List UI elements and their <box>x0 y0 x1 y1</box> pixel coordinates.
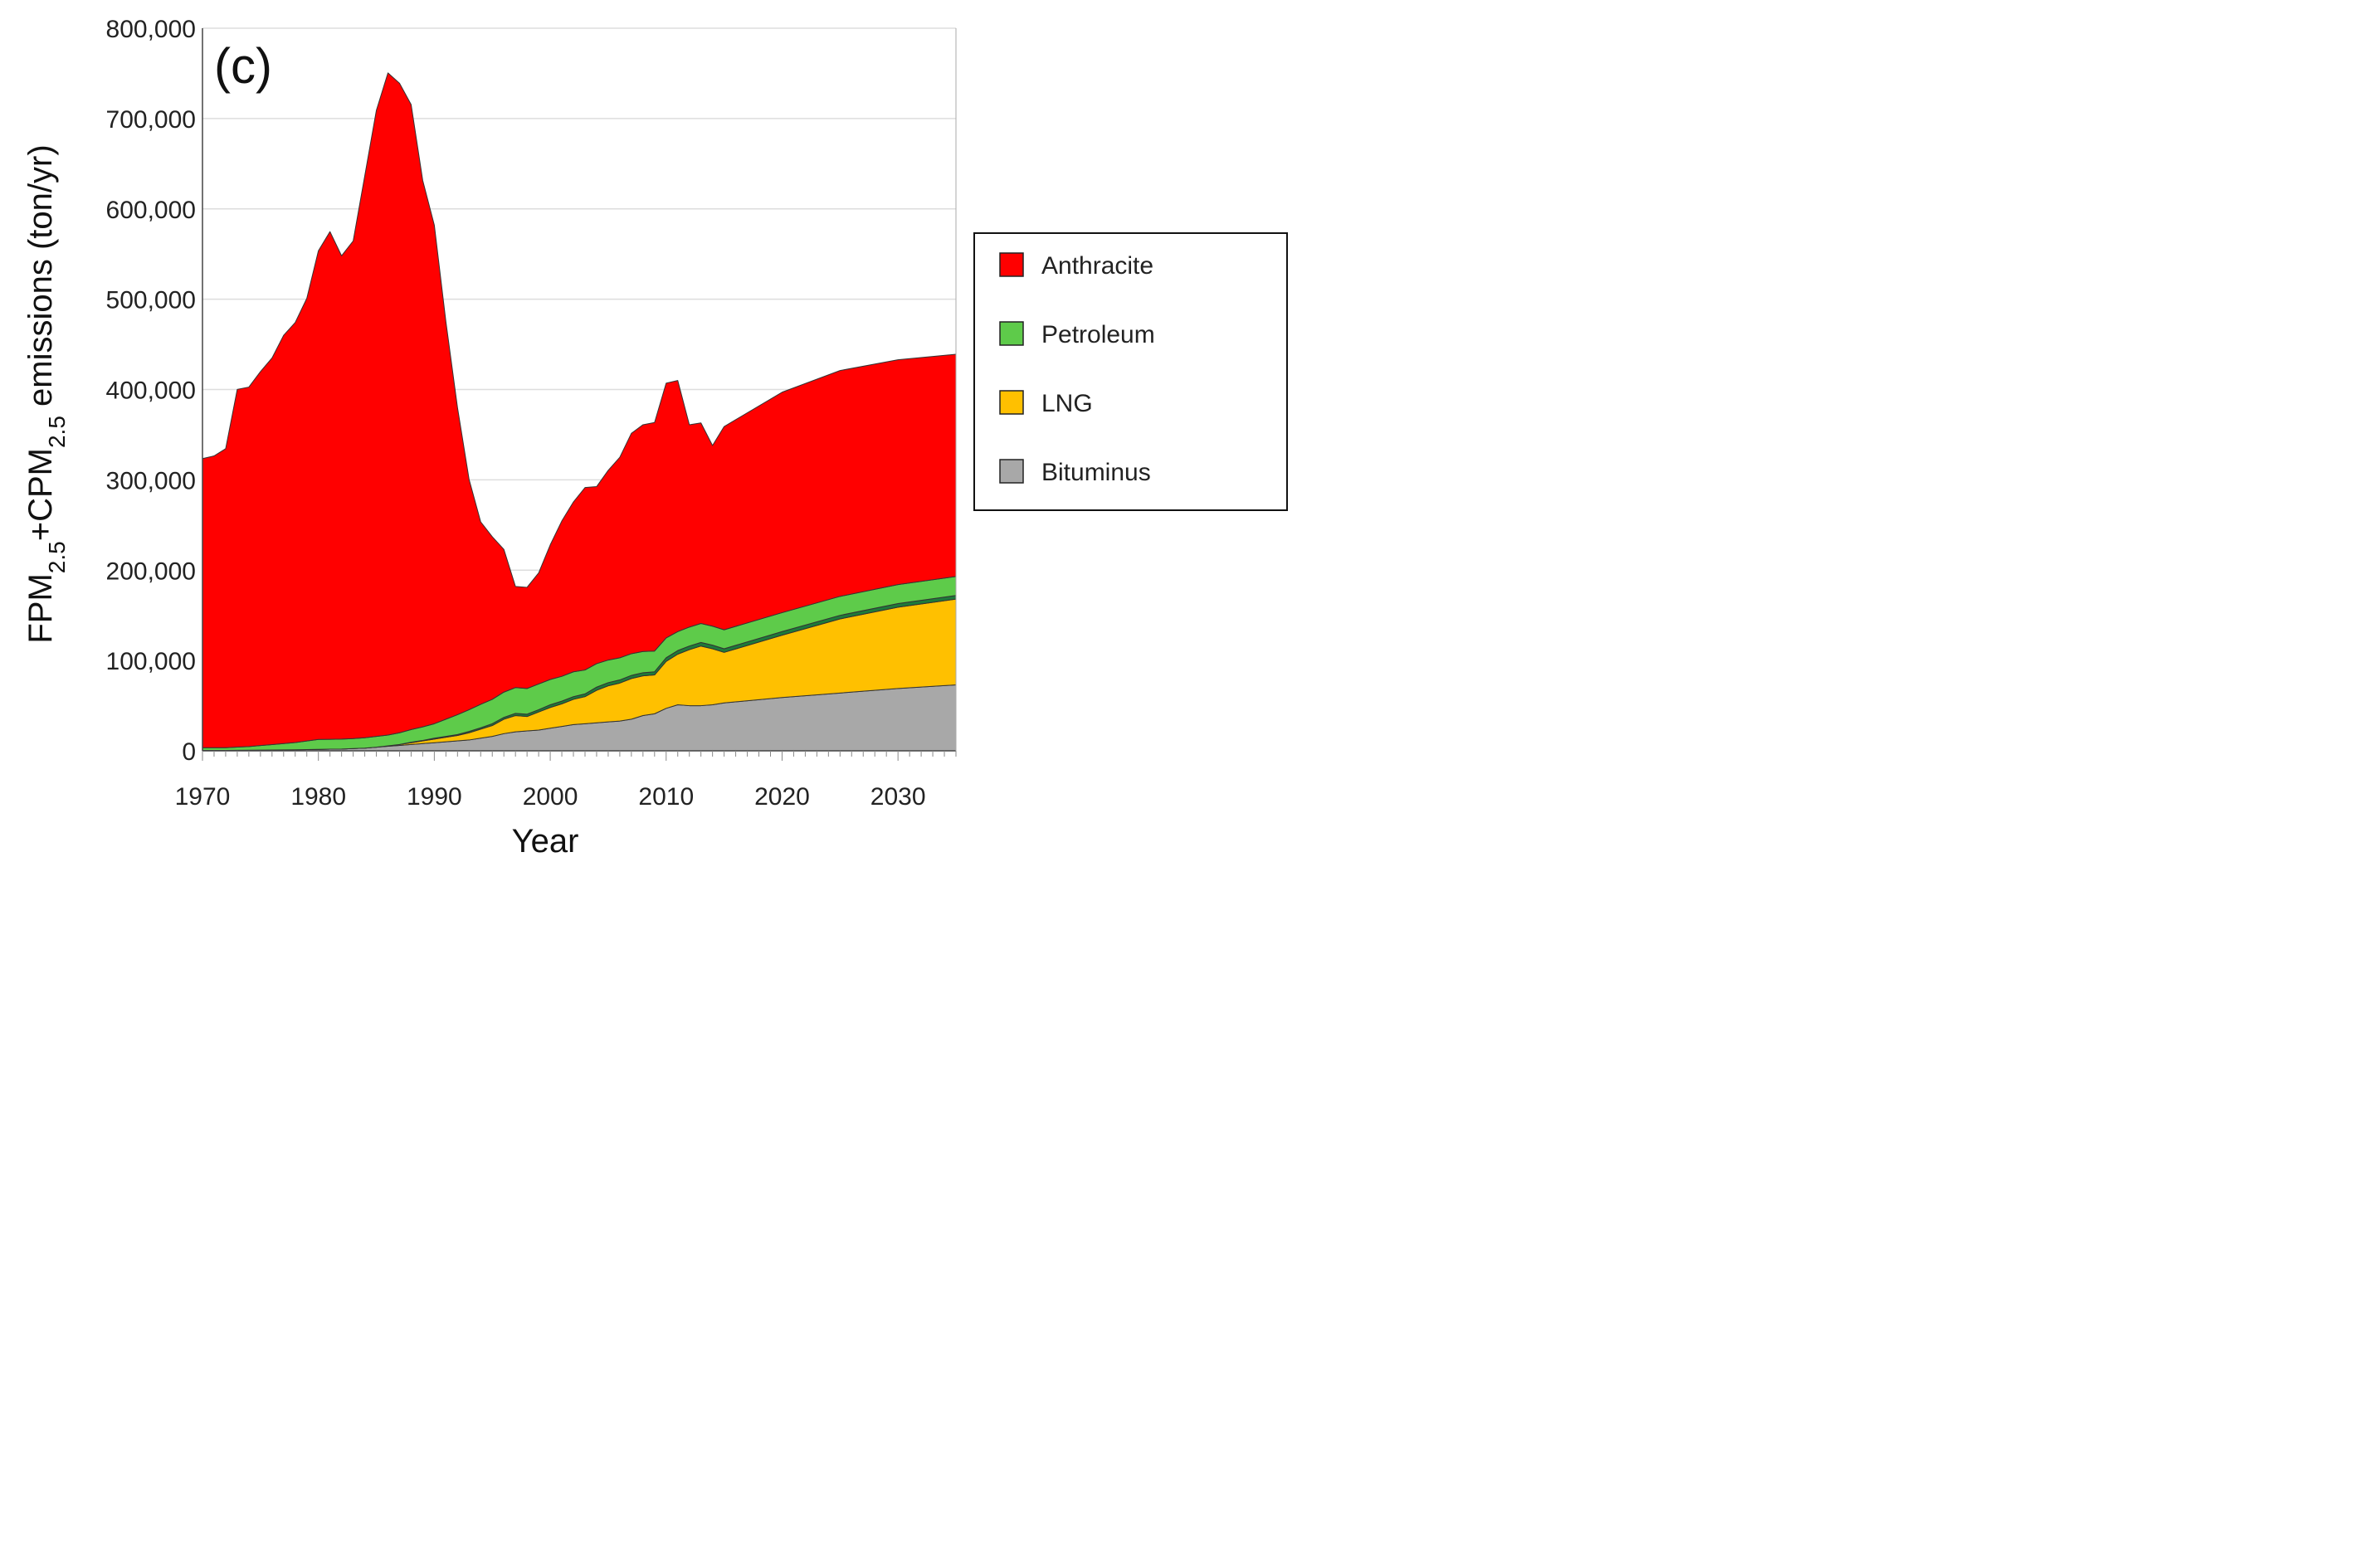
x-tick-label: 1980 <box>290 783 346 811</box>
x-tick-label: 1970 <box>175 783 231 811</box>
x-tick-label: 2020 <box>754 783 810 811</box>
axes: 0 100,000 200,000 300,000 400,000 500,000 600,… <box>106 16 957 811</box>
y-axis-title: FPM2.5+CPM2.5 emissions (ton/yr) <box>22 144 70 643</box>
x-axis-title: Year <box>512 823 579 859</box>
y-tick-label: 200,000 <box>106 558 196 585</box>
legend-label-anthracite: Anthracite <box>1041 252 1153 280</box>
legend-label-lng: LNG <box>1041 390 1093 417</box>
legend-swatch-lng <box>999 390 1024 415</box>
x-tick-label: 2000 <box>523 783 578 811</box>
legend-swatch-petroleum <box>999 321 1024 346</box>
x-tick-label: 1990 <box>407 783 462 811</box>
legend: Anthracite Petroleum LNG Bituminus <box>973 232 1288 511</box>
y-tick-label: 100,000 <box>106 648 196 675</box>
legend-swatch-anthracite <box>999 252 1024 277</box>
y-tick-label: 300,000 <box>106 467 196 494</box>
y-tick-label: 400,000 <box>106 377 196 405</box>
stacked-areas <box>202 72 957 752</box>
panel-label: (c) <box>214 38 272 94</box>
y-tick-label: 600,000 <box>106 197 196 224</box>
y-tick-label: 500,000 <box>106 287 196 314</box>
legend-box <box>973 232 1288 511</box>
x-tick-label: 2010 <box>638 783 694 811</box>
legend-label-bituminus: Bituminus <box>1041 459 1151 486</box>
y-tick-label: 800,000 <box>106 16 196 43</box>
legend-label-petroleum: Petroleum <box>1041 321 1155 348</box>
chart: 0 100,000 200,000 300,000 400,000 500,000 600,… <box>22 16 1288 859</box>
y-tick-label: 0 <box>182 738 196 766</box>
x-tick-label: 2030 <box>870 783 926 811</box>
y-tick-label: 700,000 <box>106 106 196 134</box>
legend-swatch-bituminus <box>999 459 1024 484</box>
